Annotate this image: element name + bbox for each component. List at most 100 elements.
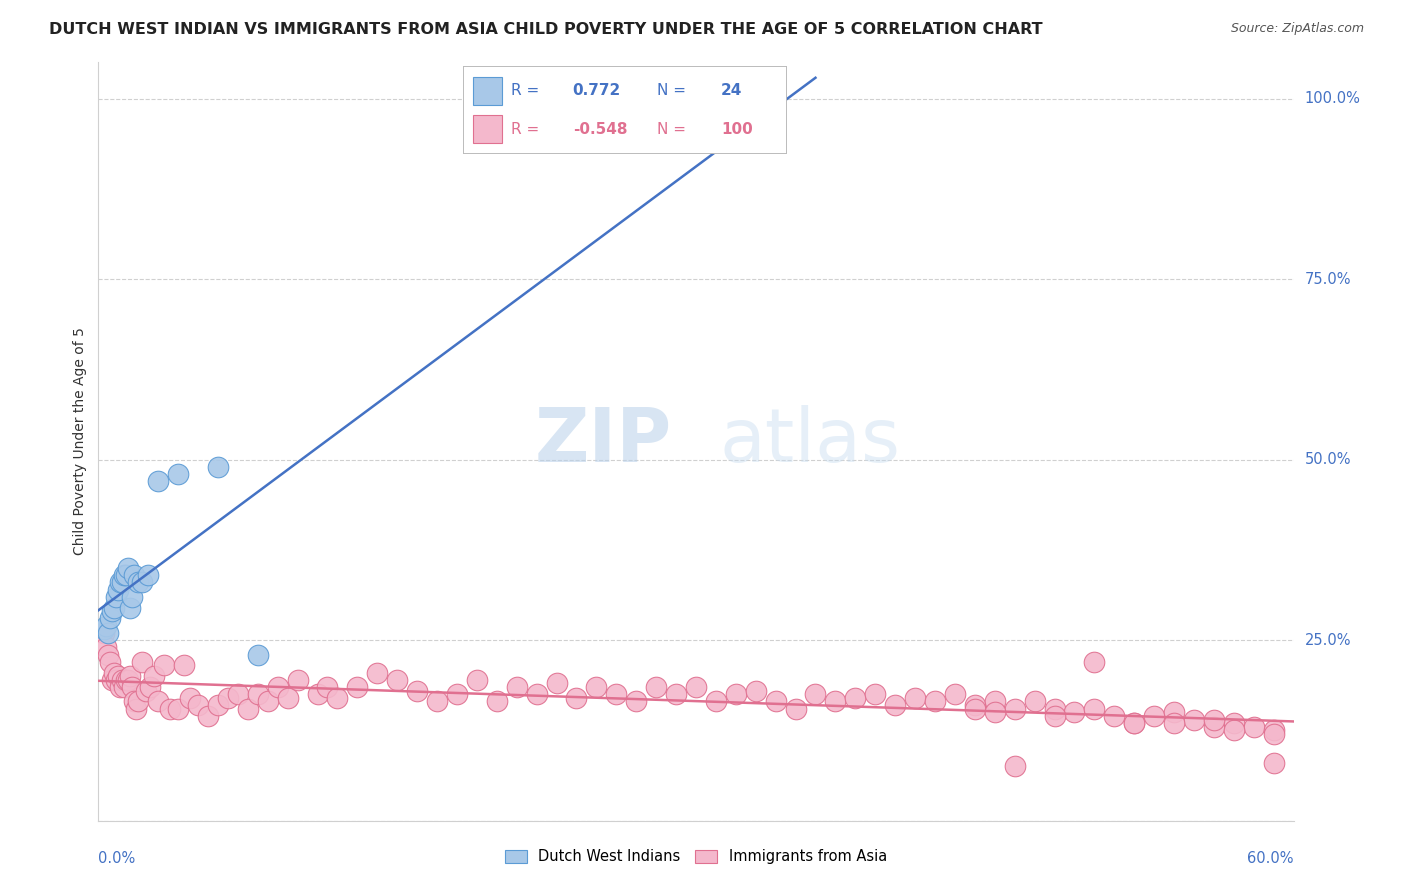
- Point: [765, 694, 787, 708]
- Point: [197, 709, 219, 723]
- Point: [485, 694, 508, 708]
- Point: [131, 655, 153, 669]
- Point: [1123, 716, 1146, 731]
- Point: [565, 690, 588, 705]
- Point: [745, 683, 768, 698]
- Point: [366, 665, 388, 680]
- Point: [121, 680, 143, 694]
- Point: [111, 575, 134, 590]
- Point: [97, 648, 120, 662]
- Point: [1004, 759, 1026, 773]
- Point: [1202, 720, 1225, 734]
- Point: [93, 626, 115, 640]
- Point: [724, 687, 747, 701]
- Point: [506, 680, 529, 694]
- Point: [346, 680, 368, 694]
- Point: [1004, 702, 1026, 716]
- Point: [326, 690, 349, 705]
- Point: [904, 690, 927, 705]
- Point: [107, 669, 129, 683]
- Point: [167, 467, 190, 481]
- Point: [385, 673, 409, 687]
- Point: [446, 687, 468, 701]
- Point: [287, 673, 309, 687]
- Point: [117, 561, 139, 575]
- Text: 25.0%: 25.0%: [1305, 632, 1351, 648]
- Point: [1243, 720, 1265, 734]
- Point: [107, 582, 129, 597]
- Point: [984, 706, 1007, 720]
- Point: [167, 702, 190, 716]
- Point: [159, 702, 181, 716]
- Point: [103, 600, 125, 615]
- Point: [121, 590, 143, 604]
- Point: [884, 698, 907, 712]
- Point: [943, 687, 966, 701]
- Point: [1123, 716, 1146, 731]
- Point: [1043, 709, 1066, 723]
- Point: [135, 683, 157, 698]
- Point: [173, 658, 195, 673]
- Point: [406, 683, 429, 698]
- Point: [1104, 709, 1126, 723]
- Point: [139, 680, 162, 694]
- Point: [963, 702, 986, 716]
- Point: [96, 640, 118, 655]
- Point: [110, 680, 132, 694]
- Point: [1143, 709, 1166, 723]
- Point: [153, 658, 176, 673]
- Legend: Dutch West Indians, Immigrants from Asia: Dutch West Indians, Immigrants from Asia: [499, 844, 893, 871]
- Point: [148, 694, 170, 708]
- Point: [98, 611, 122, 625]
- Point: [110, 575, 132, 590]
- Text: Source: ZipAtlas.com: Source: ZipAtlas.com: [1230, 22, 1364, 36]
- Point: [804, 687, 827, 701]
- Point: [127, 694, 149, 708]
- Point: [115, 568, 138, 582]
- Text: 60.0%: 60.0%: [1247, 851, 1294, 866]
- Point: [101, 673, 124, 687]
- Y-axis label: Child Poverty Under the Age of 5: Child Poverty Under the Age of 5: [73, 327, 87, 556]
- Point: [112, 568, 135, 582]
- Point: [824, 694, 846, 708]
- Point: [984, 694, 1007, 708]
- Point: [1223, 716, 1246, 731]
- Point: [97, 626, 120, 640]
- Point: [785, 702, 807, 716]
- Point: [1263, 727, 1285, 741]
- Point: [277, 690, 299, 705]
- Point: [246, 648, 269, 662]
- Point: [125, 702, 148, 716]
- Point: [120, 600, 142, 615]
- Text: ZIP: ZIP: [534, 405, 672, 478]
- Text: DUTCH WEST INDIAN VS IMMIGRANTS FROM ASIA CHILD POVERTY UNDER THE AGE OF 5 CORRE: DUTCH WEST INDIAN VS IMMIGRANTS FROM ASI…: [49, 22, 1043, 37]
- Point: [127, 575, 149, 590]
- Point: [112, 680, 135, 694]
- Point: [124, 694, 146, 708]
- Point: [1202, 713, 1225, 727]
- Point: [526, 687, 548, 701]
- Point: [124, 568, 146, 582]
- Point: [98, 655, 122, 669]
- Point: [187, 698, 209, 712]
- Point: [246, 687, 269, 701]
- Point: [546, 676, 568, 690]
- Point: [1223, 723, 1246, 738]
- Point: [236, 702, 259, 716]
- Point: [316, 680, 339, 694]
- Point: [1163, 706, 1185, 720]
- Point: [1182, 713, 1205, 727]
- Point: [143, 669, 166, 683]
- Point: [685, 680, 707, 694]
- Point: [963, 698, 986, 712]
- Point: [93, 622, 115, 636]
- Text: 100.0%: 100.0%: [1305, 91, 1361, 106]
- Point: [207, 698, 229, 712]
- Point: [924, 694, 946, 708]
- Point: [105, 673, 128, 687]
- Text: atlas: atlas: [720, 405, 901, 478]
- Point: [148, 475, 170, 489]
- Point: [1024, 694, 1046, 708]
- Text: 50.0%: 50.0%: [1305, 452, 1351, 467]
- Point: [745, 103, 768, 117]
